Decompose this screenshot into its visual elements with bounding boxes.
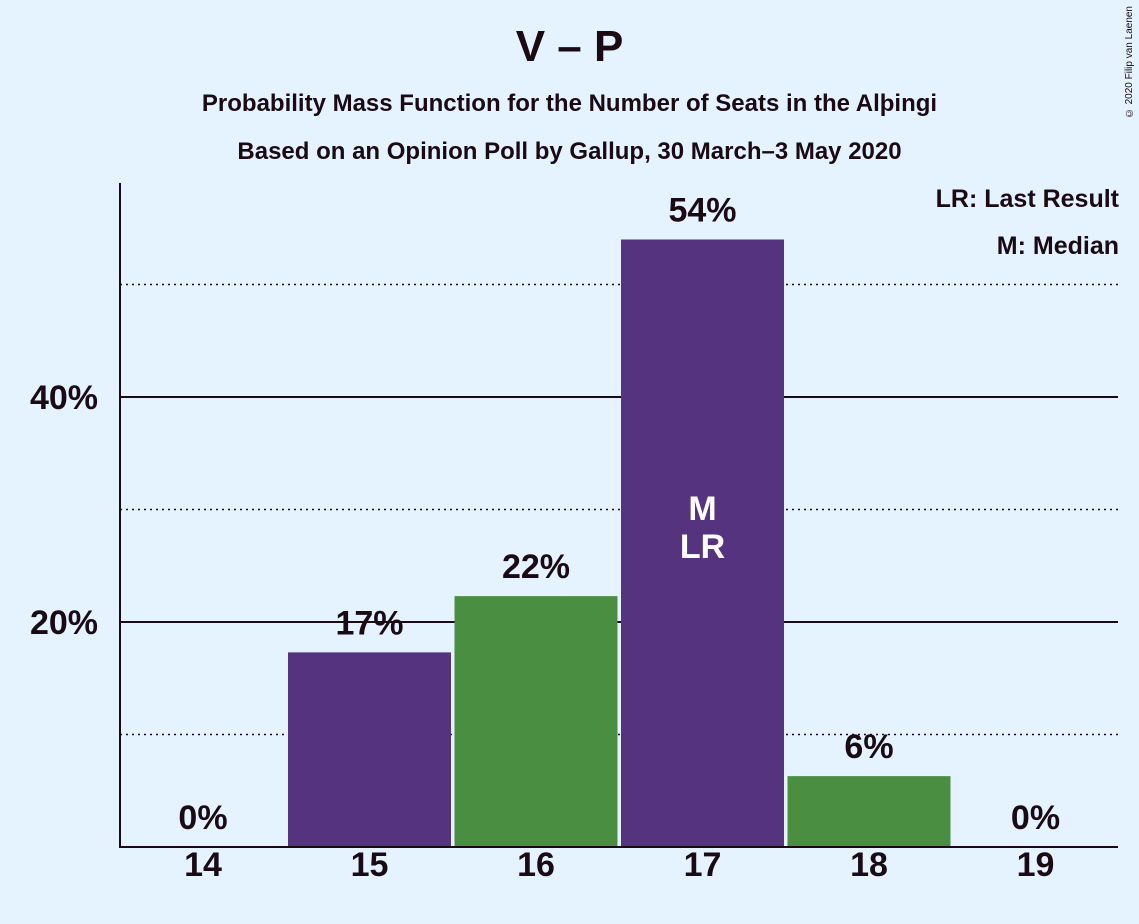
data-label: 6% [844,728,893,766]
bar-annotation: LR [680,528,725,566]
data-label: 54% [668,192,736,230]
y-tick-label: 40% [30,379,98,417]
chart-subtitle: Probability Mass Function for the Number… [201,90,938,117]
bar-annotation: M [688,490,716,528]
bar-seats-16 [454,596,618,847]
chart-title: V – P [515,22,624,71]
bar-seats-15 [288,652,451,847]
x-tick-label: 14 [184,846,222,884]
x-tick-label: 19 [1017,846,1055,884]
legend-last-result: LR: Last Result [935,185,1119,213]
x-tick-label: 15 [351,846,389,884]
x-tick-label: 16 [517,846,555,884]
chart-source-line: Based on an Opinion Poll by Gallup, 30 M… [237,138,902,165]
y-tick-label: 20% [30,604,98,642]
data-label: 0% [1011,799,1060,837]
bar-seats-17 [621,239,784,847]
bar-seats-18 [787,776,951,847]
legend-median: M: Median [996,232,1119,260]
x-tick-label: 18 [850,846,888,884]
data-label: 17% [335,604,403,642]
data-label: 0% [178,799,227,837]
x-tick-label: 17 [684,846,722,884]
data-label: 22% [502,548,570,586]
